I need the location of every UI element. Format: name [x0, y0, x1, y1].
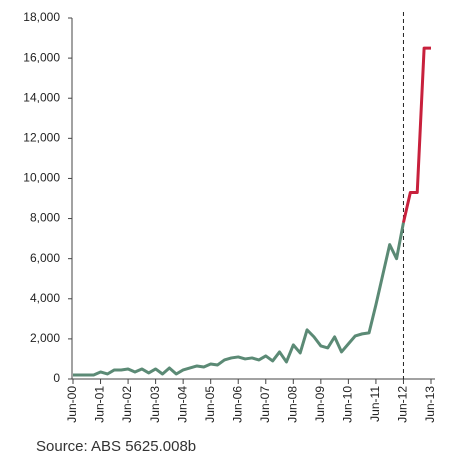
y-tick-label: 18,000	[23, 10, 60, 24]
x-tick-label: Jun-13	[423, 386, 437, 423]
y-tick-label: 2,000	[30, 331, 60, 345]
x-tick-label: Jun-03	[148, 386, 162, 423]
x-tick-label: Jun-05	[203, 386, 217, 423]
y-tick-label: 8,000	[30, 211, 60, 225]
x-tick-label: Jun-11	[368, 386, 382, 422]
series-line	[73, 222, 405, 377]
y-tick-label: 10,000	[23, 171, 60, 185]
x-tick-label: Jun-06	[230, 386, 244, 423]
y-tick-label: 14,000	[23, 90, 60, 104]
x-tick-label: Jun-12	[396, 386, 410, 423]
y-tick-label: 16,000	[23, 50, 60, 64]
x-tick-label: Jun-00	[65, 386, 79, 423]
y-tick-label: 12,000	[23, 131, 60, 145]
x-tick-label: Jun-02	[120, 386, 134, 423]
x-tick-label: Jun-08	[285, 386, 299, 423]
y-tick-label: 4,000	[30, 291, 60, 305]
source-note: Source: ABS 5625.008b	[36, 438, 196, 455]
x-tick-label: Jun-01	[93, 386, 107, 423]
y-tick-label: 6,000	[30, 251, 60, 265]
x-tick-label: Jun-10	[341, 386, 355, 423]
series-line	[401, 46, 431, 223]
x-tick-label: Jun-04	[175, 386, 189, 423]
x-tick-label: Jun-09	[313, 386, 327, 423]
y-tick-label: 0	[53, 371, 60, 385]
x-tick-label: Jun-07	[258, 386, 272, 423]
